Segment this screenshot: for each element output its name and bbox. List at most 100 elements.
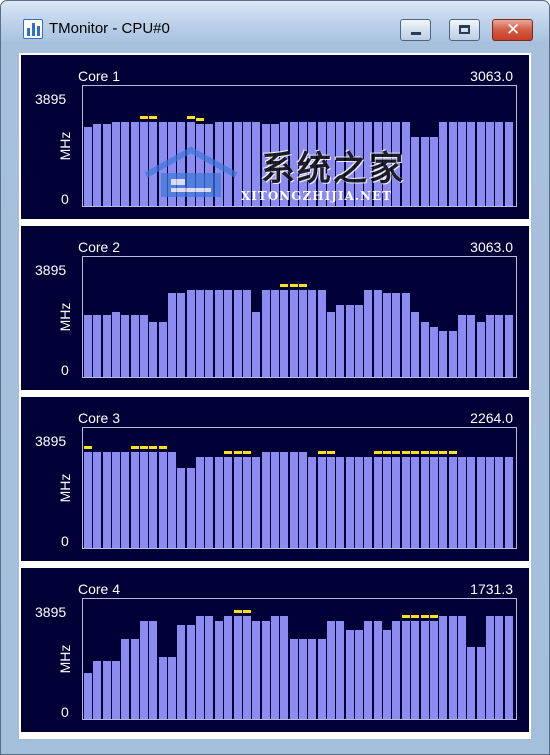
- y-axis-unit-label: MHz: [57, 644, 73, 674]
- frequency-bar: [158, 121, 167, 206]
- max-frequency-marker: [411, 615, 420, 619]
- y-axis-min-label: 0: [61, 191, 69, 207]
- max-frequency-marker: [83, 446, 92, 450]
- monitor-client-area: Core 1 3063.0 3895 MHz 0 Core 2 3063.0 3…: [19, 53, 531, 739]
- core-panel-1: Core 1 3063.0 3895 MHz 0: [21, 55, 529, 219]
- frequency-bar: [93, 124, 102, 206]
- frequency-bar: [504, 456, 513, 548]
- frequency-bar: [177, 292, 186, 377]
- frequency-bar: [149, 121, 158, 206]
- frequency-bar: [186, 121, 195, 206]
- frequency-bar: [355, 629, 364, 719]
- frequency-bar: [121, 315, 130, 377]
- frequency-bar: [336, 305, 345, 377]
- frequency-bar: [205, 124, 214, 206]
- frequency-bar: [439, 456, 448, 548]
- max-frequency-marker: [327, 450, 335, 454]
- frequency-bar: [364, 121, 373, 206]
- frequency-bar: [383, 292, 392, 377]
- frequency-bar: [289, 639, 298, 719]
- y-axis-max-label: 3895: [35, 262, 67, 278]
- maximize-button[interactable]: [449, 19, 480, 41]
- frequency-bar: [130, 452, 139, 548]
- frequency-bar: [411, 311, 420, 377]
- frequency-bar: [485, 616, 494, 719]
- frequency-bar: [448, 121, 457, 206]
- frequency-bar: [298, 639, 307, 719]
- frequency-bar: [383, 456, 392, 548]
- frequency-bar: [270, 616, 279, 719]
- core-panel-4: Core 4 1731.3 3895 MHz 0: [21, 568, 529, 732]
- frequency-bar: [345, 629, 354, 719]
- frequency-bar: [392, 456, 401, 548]
- frequency-bar: [401, 621, 410, 719]
- frequency-bar: [308, 290, 317, 377]
- frequency-bar: [336, 621, 345, 719]
- frequency-bar: [214, 621, 223, 719]
- frequency-bar: [345, 121, 354, 206]
- max-frequency-marker: [420, 615, 429, 619]
- frequency-bar: [467, 646, 476, 719]
- frequency-bar: [476, 121, 485, 206]
- minimize-icon: [411, 32, 421, 35]
- frequency-bar: [317, 121, 326, 206]
- max-frequency-marker: [401, 450, 410, 454]
- frequency-bar: [364, 290, 373, 377]
- frequency-bar: [158, 657, 167, 719]
- y-axis-min-label: 0: [61, 533, 69, 549]
- frequency-bar: [448, 331, 457, 377]
- frequency-bar: [495, 456, 504, 548]
- frequency-bar: [495, 121, 504, 206]
- y-axis-unit-label: MHz: [57, 131, 73, 161]
- frequency-bar: [336, 456, 345, 548]
- frequency-bar: [270, 290, 279, 377]
- frequency-bar: [224, 290, 233, 377]
- frequency-bar: [102, 124, 111, 206]
- frequency-bar: [373, 456, 382, 548]
- frequency-bar: [261, 290, 270, 377]
- max-frequency-marker: [280, 284, 289, 288]
- frequency-bar: [196, 290, 205, 377]
- title-bar[interactable]: TMonitor - CPU#0 ✕: [1, 1, 549, 41]
- frequency-bar: [149, 621, 158, 719]
- max-frequency-marker: [439, 450, 448, 454]
- frequency-bar: [504, 121, 513, 206]
- frequency-bar: [111, 311, 120, 377]
- frequency-bar: [448, 616, 457, 719]
- frequency-bar: [457, 616, 466, 719]
- frequency-bar: [111, 452, 120, 548]
- frequency-bar: [383, 121, 392, 206]
- frequency-bar: [168, 121, 177, 206]
- bar-chart-icon: [23, 19, 43, 39]
- frequency-bar: [448, 456, 457, 548]
- frequency-bar: [420, 321, 429, 377]
- max-frequency-marker: [149, 115, 158, 119]
- frequency-bar: [102, 315, 111, 377]
- minimize-button[interactable]: [400, 19, 431, 41]
- frequency-bar: [205, 290, 214, 377]
- frequency-bar: [252, 621, 261, 719]
- frequency-bar: [457, 121, 466, 206]
- frequency-bar: [308, 639, 317, 719]
- max-frequency-marker: [429, 450, 438, 454]
- close-button[interactable]: ✕: [492, 19, 533, 41]
- frequency-bar: [111, 121, 120, 206]
- frequency-bar: [355, 305, 364, 377]
- frequency-bar: [177, 625, 186, 719]
- frequency-bar: [373, 121, 382, 206]
- y-axis-unit-label: MHz: [57, 302, 73, 332]
- close-icon: ✕: [506, 20, 521, 40]
- max-frequency-marker: [149, 446, 158, 450]
- frequency-bar: [83, 315, 92, 377]
- frequency-plot: [82, 427, 517, 549]
- frequency-bar: [83, 126, 92, 206]
- frequency-bar: [280, 290, 289, 377]
- frequency-bar: [111, 661, 120, 719]
- frequency-bar: [261, 621, 270, 719]
- frequency-bar: [457, 315, 466, 377]
- max-frequency-marker: [233, 450, 242, 454]
- frequency-bar: [261, 452, 270, 548]
- max-frequency-marker: [289, 284, 298, 288]
- frequency-bar: [457, 456, 466, 548]
